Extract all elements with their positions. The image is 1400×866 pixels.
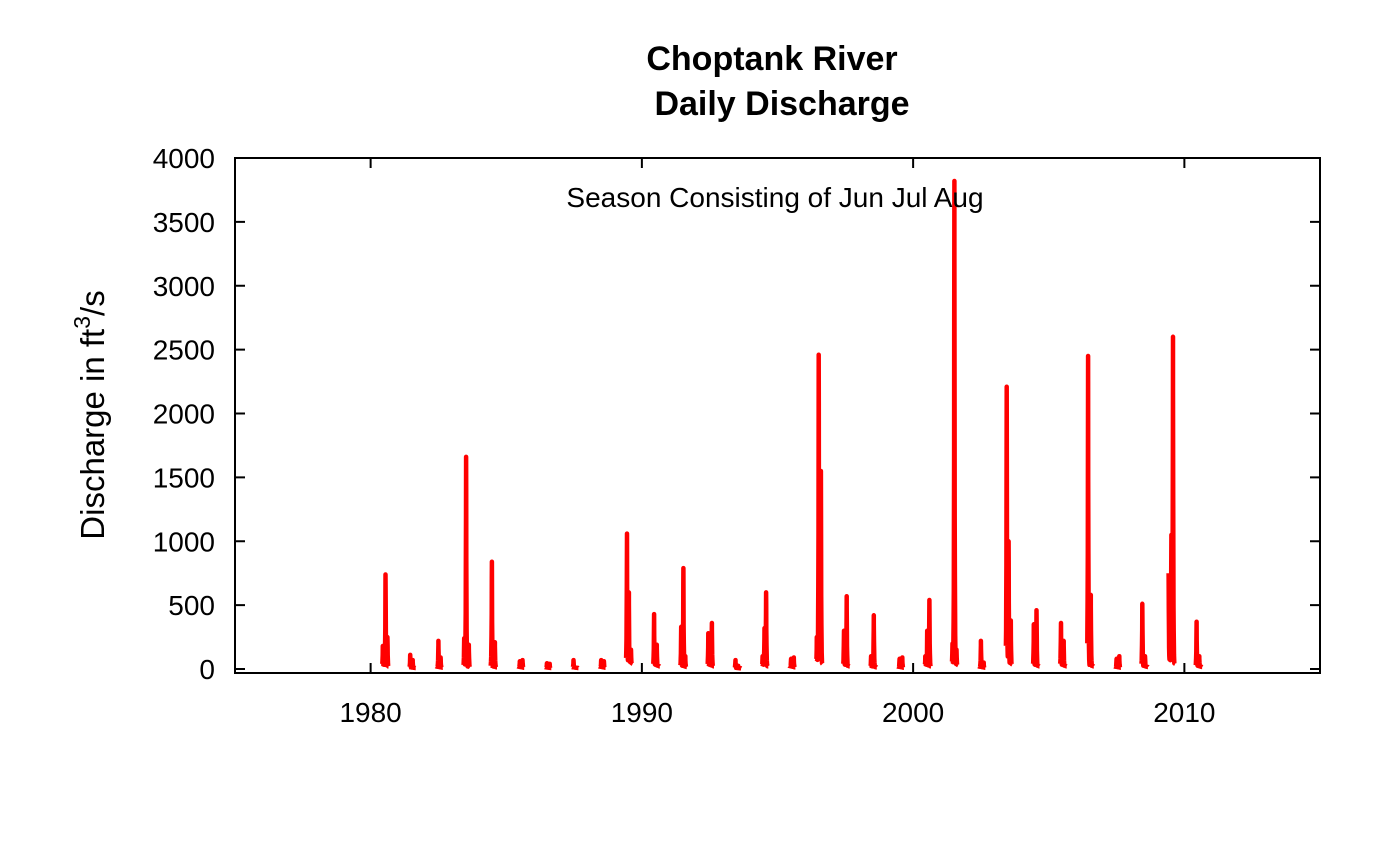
y-tick-label: 3500 (153, 207, 215, 238)
discharge-season-line (569, 657, 581, 671)
y-axis-title-superscript: 3 (69, 316, 95, 329)
discharge-season-line (949, 178, 961, 668)
y-tick-label: 1500 (153, 462, 215, 493)
x-tick-label: 2000 (882, 697, 944, 728)
discharge-season-line (922, 597, 934, 669)
discharge-season-line (813, 352, 825, 667)
y-tick-label: 1000 (153, 526, 215, 557)
discharge-season-line (515, 657, 527, 670)
discharge-season-line (461, 454, 472, 670)
discharge-season-line (705, 620, 717, 669)
discharge-season-line (407, 652, 418, 671)
discharge-season-line (488, 559, 500, 670)
discharge-season-line (976, 638, 988, 670)
discharge-season-line (1112, 653, 1123, 670)
y-tick-label: 0 (199, 654, 215, 685)
chart-title: Choptank River (646, 40, 897, 78)
discharge-season-line (596, 657, 608, 670)
discharge-season-line (434, 638, 445, 670)
discharge-season-line (786, 655, 798, 670)
discharge-season-line (1030, 607, 1042, 669)
chart-subtitle: Daily Discharge (654, 85, 909, 123)
discharge-season-line (1003, 384, 1015, 667)
discharge-season-line (1139, 601, 1151, 670)
discharge-season-line (1085, 353, 1096, 669)
y-axis-title-prefix: Discharge in ft (74, 329, 111, 540)
plot-frame (234, 157, 1321, 674)
discharge-season-line (732, 657, 744, 671)
discharge-season-line (542, 661, 554, 671)
discharge-season-line (678, 565, 689, 670)
x-tick-label: 1990 (611, 697, 673, 728)
series-layer (379, 178, 1205, 671)
discharge-season-line (1166, 334, 1178, 667)
y-tick-label: 500 (168, 590, 215, 621)
x-axis: 1980 1990 2000 2010 (339, 158, 1216, 728)
discharge-season-line (1057, 620, 1069, 669)
discharge-season-line (868, 613, 879, 670)
y-tick-label: 2500 (153, 335, 215, 366)
discharge-season-line (895, 655, 906, 670)
y-tick-label: 2000 (153, 399, 215, 430)
discharge-season-line (1193, 619, 1205, 670)
discharge-season-line (651, 611, 662, 669)
y-axis-title-suffix: /s (74, 290, 111, 316)
x-tick-label: 2010 (1153, 697, 1215, 728)
discharge-season-line (759, 590, 771, 669)
y-axis-title: Discharge in ft3/s (69, 290, 111, 539)
y-tick-label: 4000 (153, 143, 215, 174)
y-axis: 0 500 1000 1500 2000 2500 3000 3500 4000 (153, 143, 1320, 685)
x-tick-label: 1980 (339, 697, 401, 728)
discharge-season-line (841, 593, 852, 669)
discharge-season-line (379, 572, 391, 669)
y-tick-label: 3000 (153, 271, 215, 302)
discharge-season-line (623, 531, 635, 667)
season-annotation: Season Consisting of Jun Jul Aug (566, 182, 983, 213)
